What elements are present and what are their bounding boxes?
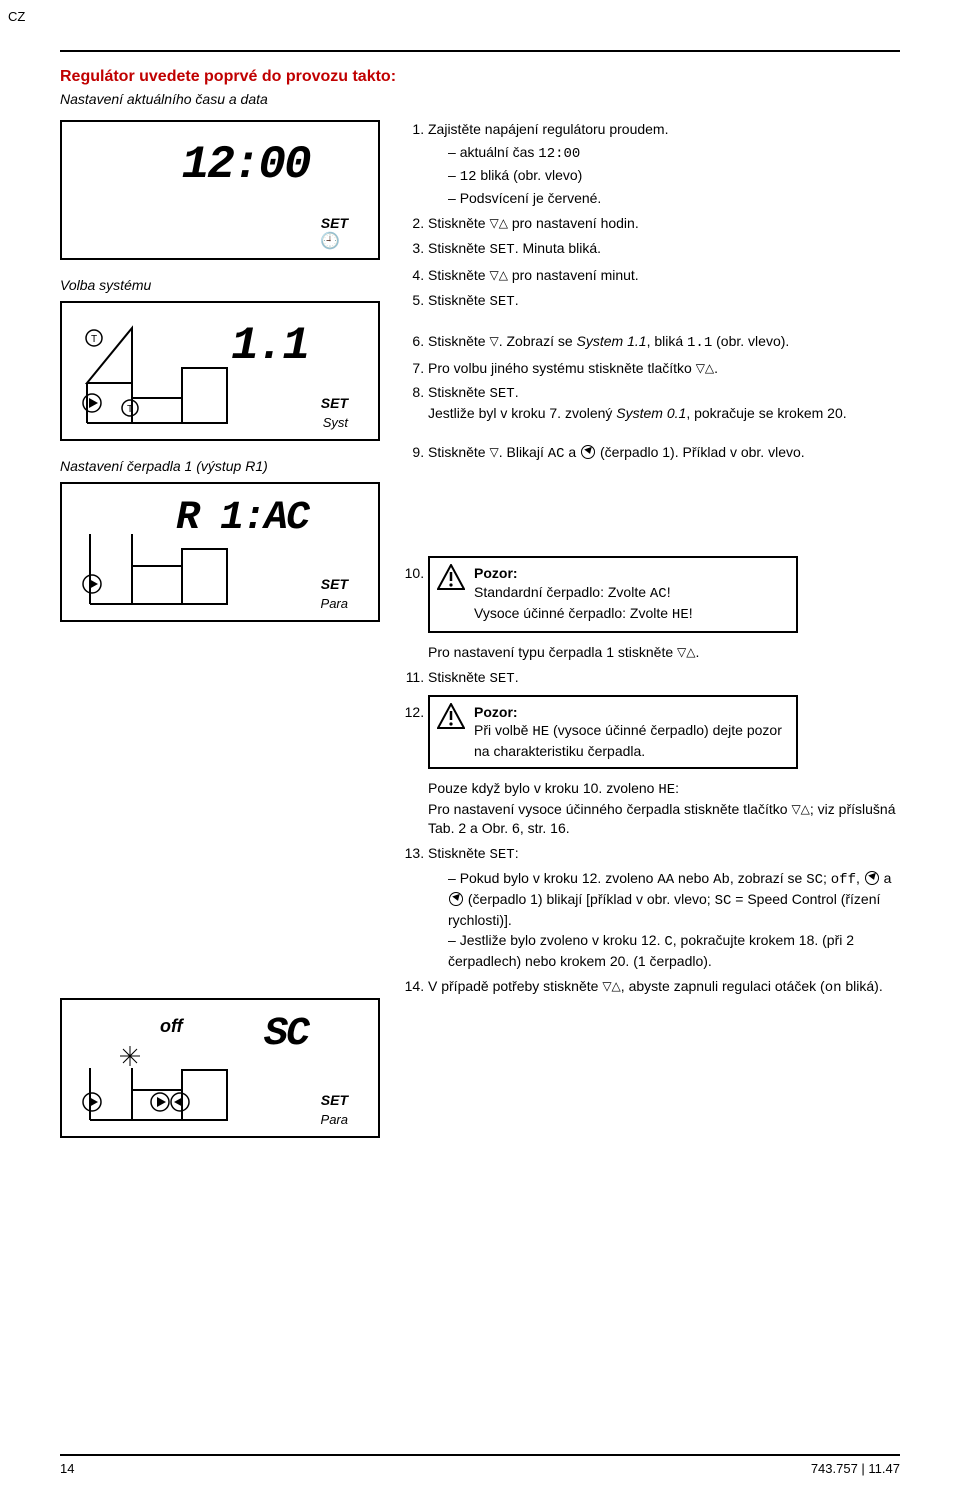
steps-list: Zajistěte napájení regulátoru proudem. a…: [404, 120, 900, 311]
step-5: Stiskněte SET.: [428, 291, 900, 312]
down-up-icon: ▽△: [677, 645, 695, 659]
lcd-clock: 12:00 SET 🕘: [60, 120, 380, 260]
section-r1: Nastavení čerpadla 1 (výstup R1): [60, 457, 380, 476]
off-label: off: [160, 1014, 183, 1038]
step-9: Stiskněte ▽. Blikají AC a (čerpadlo 1). …: [428, 443, 900, 464]
para-label: Para: [321, 1111, 348, 1129]
step-3: Stiskněte SET. Minuta bliká.: [428, 239, 900, 260]
lcd-display-text: R 1:AC: [176, 492, 308, 546]
step-12: Pozor: Při volbě HE (vysoce účinné čerpa…: [428, 695, 900, 838]
steps-list: Pozor: Standardní čerpadlo: Zvolte AC! V…: [404, 556, 900, 998]
lang-tag: CZ: [8, 8, 25, 26]
para-label: Para: [321, 595, 348, 613]
steps-list: Stiskněte ▽. Zobrazí se System 1.1, blik…: [404, 332, 900, 424]
set-label: SET: [321, 575, 348, 594]
down-up-icon: ▽△: [489, 216, 507, 230]
step-7: Pro volbu jiného systému stiskněte tlačí…: [428, 359, 900, 378]
step-14: V případě potřeby stiskněte ▽△, abyste z…: [428, 977, 900, 998]
lcd-sc: off SC SET Para: [60, 998, 380, 1138]
warning-icon: [436, 564, 466, 595]
section-volba: Volba systému: [60, 276, 380, 295]
down-up-icon: ▽△: [791, 802, 809, 816]
page-footer: 14 743.757 | 11.47: [60, 1454, 900, 1478]
lcd-system: T T 1.1 SET Syst: [60, 301, 380, 441]
page-number: 14: [60, 1460, 74, 1478]
step-4: Stiskněte ▽△ pro nastavení minut.: [428, 266, 900, 285]
step-1: Zajistěte napájení regulátoru proudem. a…: [428, 120, 900, 208]
pump-icon: [581, 445, 595, 459]
lcd-display-text: 1.1: [231, 315, 308, 377]
doc-ref: 743.757 | 11.47: [811, 1460, 900, 1478]
pump-icon: [449, 892, 463, 906]
step-13: Stiskněte SET: Pokud bylo v kroku 12. zv…: [428, 844, 900, 971]
step-11: Stiskněte SET.: [428, 668, 900, 689]
warning-box: Pozor: Při volbě HE (vysoce účinné čerpa…: [428, 695, 798, 770]
down-up-icon: ▽△: [489, 268, 507, 282]
down-icon: ▽: [489, 334, 498, 348]
set-label: SET: [321, 214, 348, 233]
top-rule: [60, 50, 900, 52]
step-6: Stiskněte ▽. Zobrazí se System 1.1, blik…: [428, 332, 900, 353]
warning-box: Pozor: Standardní čerpadlo: Zvolte AC! V…: [428, 556, 798, 633]
set-label: SET: [321, 394, 348, 413]
step-2: Stiskněte ▽△ pro nastavení hodin.: [428, 214, 900, 233]
set-label: SET: [321, 1091, 348, 1110]
lcd-display-text: SC: [264, 1008, 308, 1062]
page-title: Regulátor uvedete poprvé do provozu takt…: [60, 66, 900, 88]
down-up-icon: ▽△: [602, 979, 620, 993]
syst-label: Syst: [323, 414, 348, 432]
pump-icon: [865, 871, 879, 885]
svg-text:T: T: [91, 334, 97, 345]
steps-list: Stiskněte ▽. Blikají AC a (čerpadlo 1). …: [404, 443, 900, 464]
down-icon: ▽: [489, 445, 498, 459]
warning-icon: [436, 703, 466, 734]
down-up-icon: ▽△: [696, 361, 714, 375]
step-10: Pozor: Standardní čerpadlo: Zvolte AC! V…: [428, 556, 900, 662]
clock-icon: 🕘: [320, 231, 340, 253]
lcd-display-text: 12:00: [182, 134, 310, 196]
subtitle: Nastavení aktuálního času a data: [60, 90, 900, 109]
lcd-r1ac: R 1:AC SET Para: [60, 482, 380, 622]
step-8: Stiskněte SET. Jestliže byl v kroku 7. z…: [428, 383, 900, 423]
